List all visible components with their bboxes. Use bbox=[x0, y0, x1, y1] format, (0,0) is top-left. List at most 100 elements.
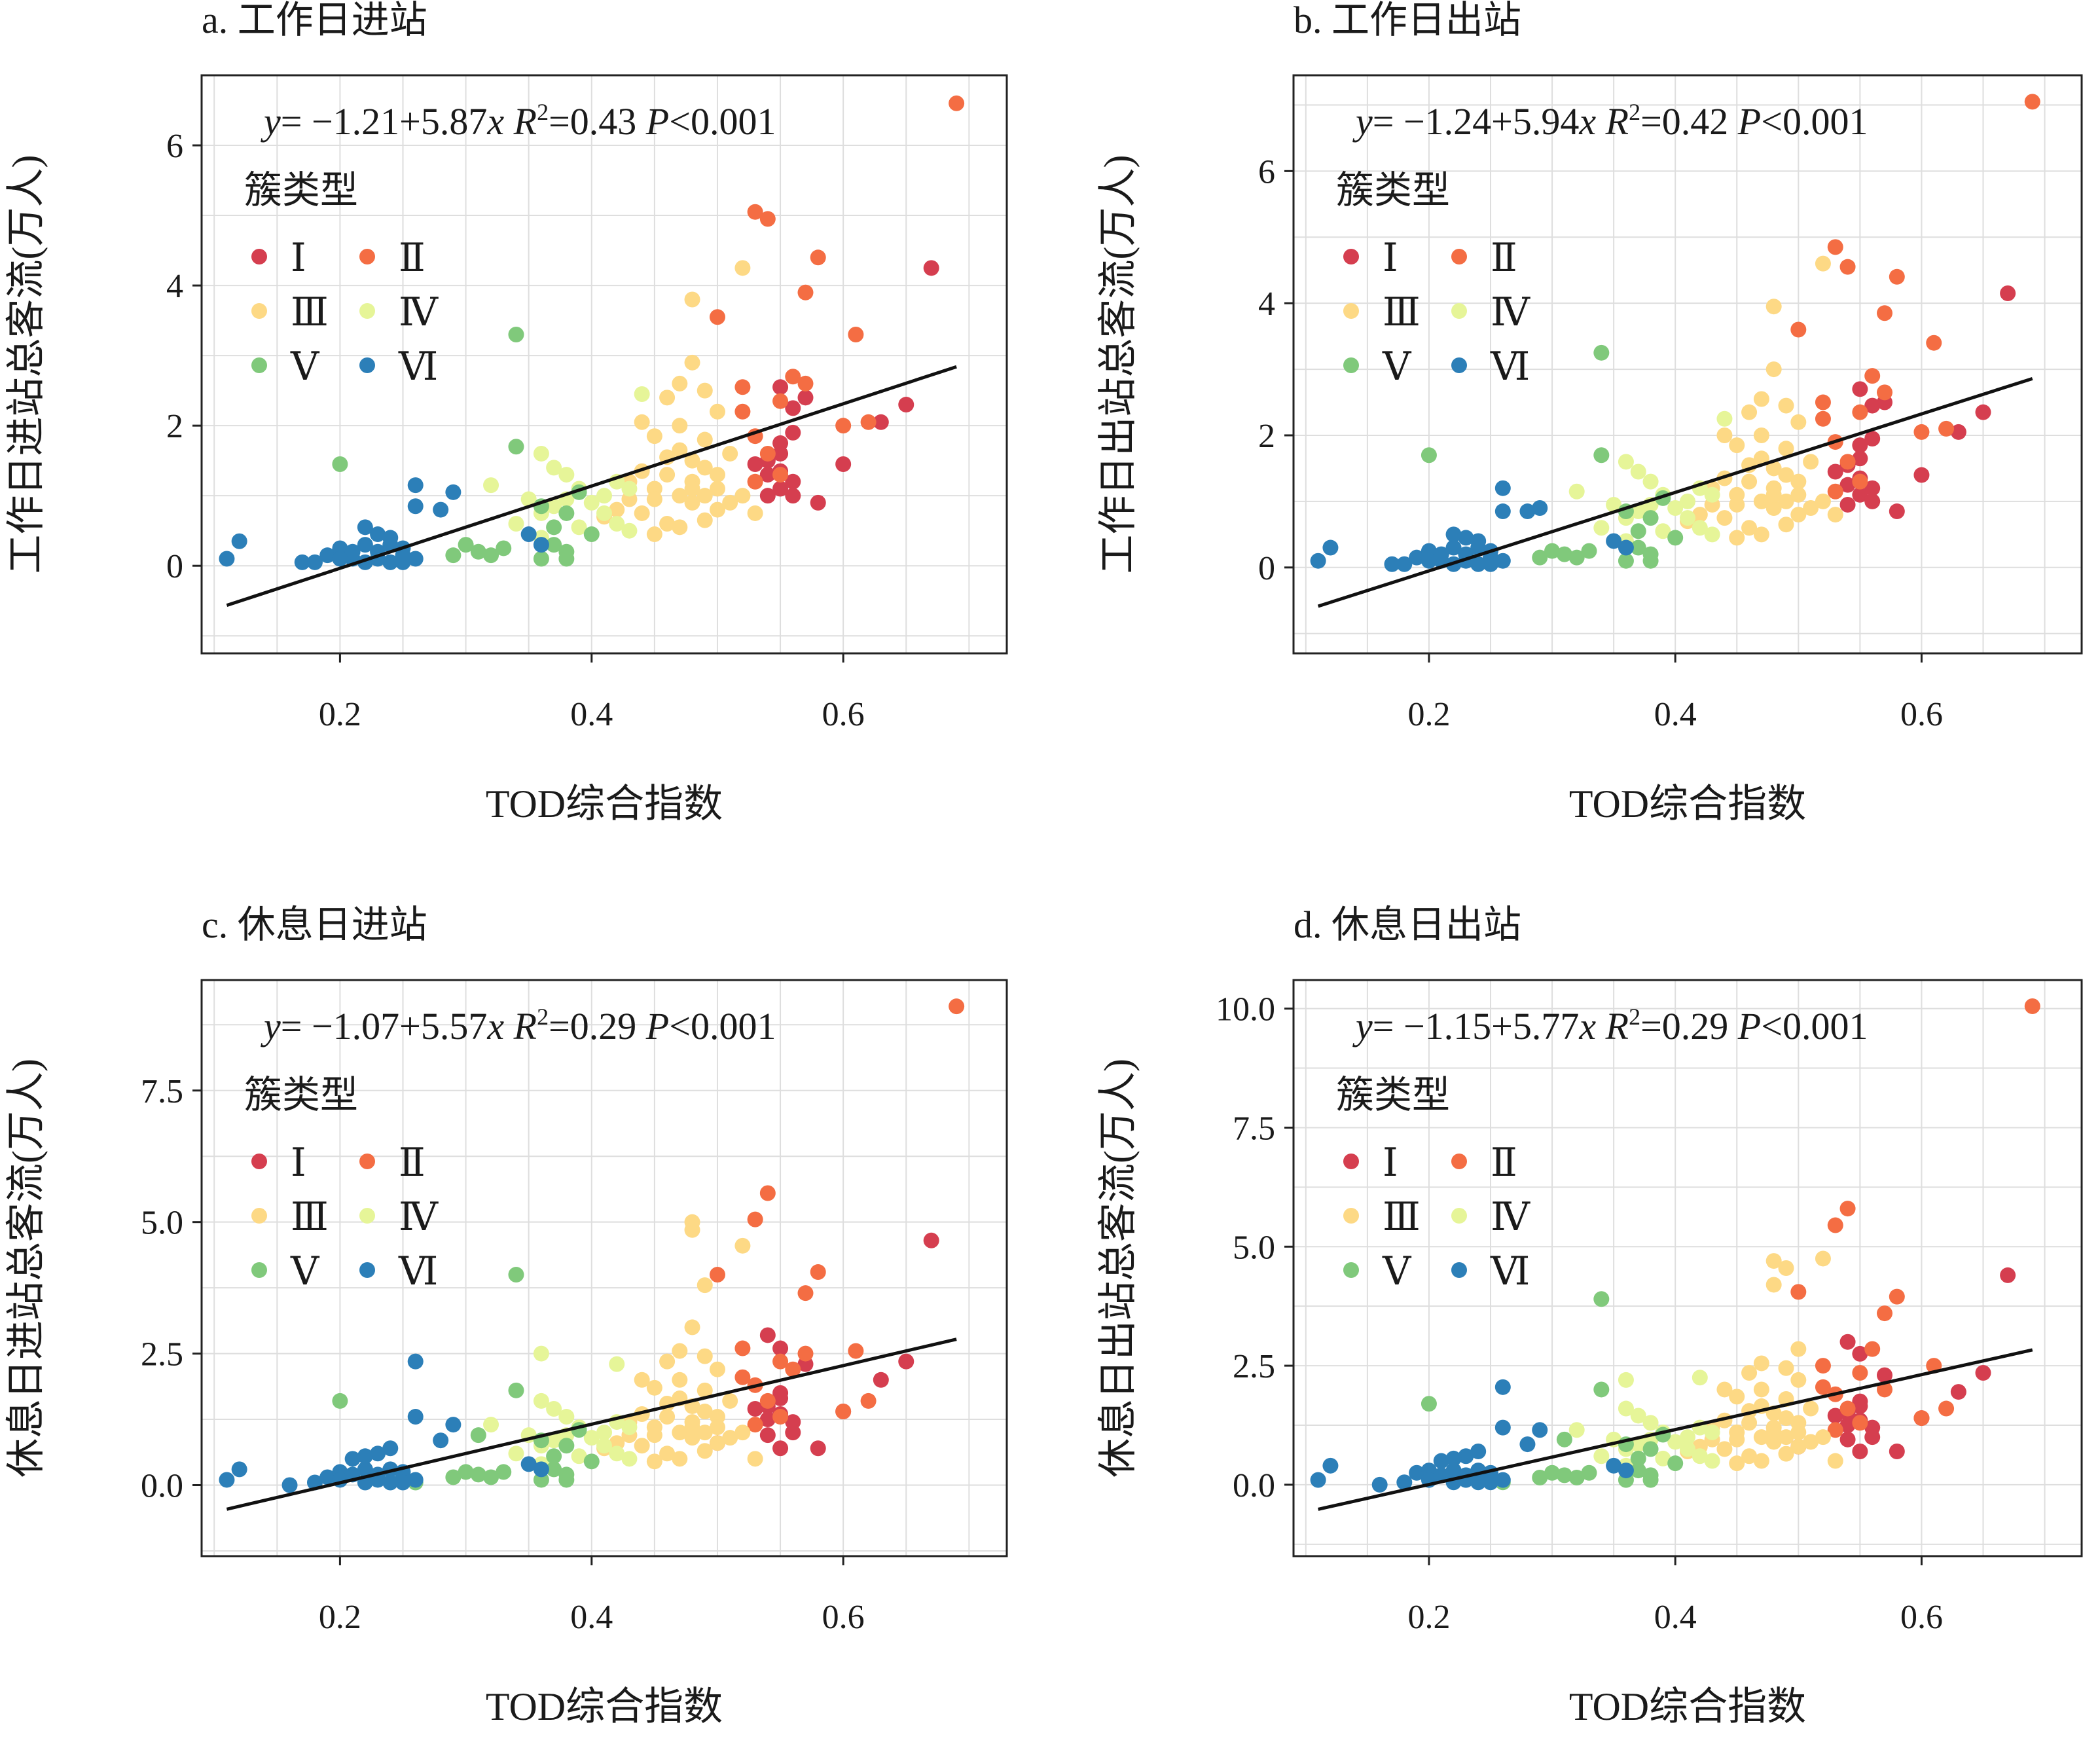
point-cluster-3 bbox=[697, 488, 713, 504]
point-cluster-1 bbox=[810, 494, 826, 511]
point-cluster-4 bbox=[1704, 1424, 1720, 1440]
point-cluster-6 bbox=[395, 1474, 411, 1491]
point-cluster-1 bbox=[1950, 424, 1966, 440]
point-cluster-3 bbox=[697, 1348, 713, 1364]
point-cluster-3 bbox=[1790, 1424, 1807, 1440]
point-cluster-1 bbox=[772, 481, 789, 497]
point-cluster-6 bbox=[395, 554, 411, 570]
point-cluster-3 bbox=[659, 1409, 676, 1425]
legend-item: Ⅱ bbox=[1451, 236, 1517, 280]
point-cluster-6 bbox=[445, 484, 462, 500]
point-cluster-3 bbox=[1778, 467, 1794, 483]
point-cluster-4 bbox=[558, 467, 575, 483]
point-cluster-3 bbox=[659, 515, 676, 532]
regression-equation: y= −1.07+5.57x R2=0.29 P<0.001 bbox=[261, 1004, 776, 1047]
eq-space bbox=[504, 1005, 514, 1047]
point-cluster-2 bbox=[949, 998, 965, 1015]
point-cluster-3 bbox=[634, 505, 650, 521]
point-cluster-4 bbox=[1568, 483, 1585, 500]
point-cluster-3 bbox=[709, 403, 725, 420]
eq-p-value: <0.001 bbox=[1761, 100, 1868, 143]
point-cluster-3 bbox=[672, 375, 688, 391]
point-cluster-6 bbox=[1458, 530, 1474, 546]
point-cluster-3 bbox=[1778, 1360, 1794, 1376]
point-cluster-5 bbox=[483, 547, 499, 564]
point-cluster-2 bbox=[734, 403, 751, 420]
point-cluster-6 bbox=[1532, 1422, 1548, 1438]
point-cluster-2 bbox=[1877, 384, 1892, 401]
point-cluster-3 bbox=[1803, 1400, 1819, 1417]
point-cluster-5 bbox=[1593, 447, 1610, 464]
legend-item: Ⅵ bbox=[359, 1250, 438, 1293]
point-cluster-5 bbox=[508, 439, 524, 455]
point-cluster-3 bbox=[734, 260, 751, 276]
point-cluster-5 bbox=[558, 505, 575, 521]
point-cluster-6 bbox=[344, 1451, 361, 1467]
point-cluster-5 bbox=[546, 1461, 562, 1478]
legend-marker bbox=[251, 249, 267, 264]
legend-item: Ⅵ bbox=[1451, 1250, 1530, 1293]
legend-item: Ⅰ bbox=[1343, 1141, 1398, 1184]
regression-equation: y= −1.15+5.77x R2=0.29 P<0.001 bbox=[1352, 1004, 1868, 1047]
point-cluster-6 bbox=[1445, 1463, 1462, 1479]
point-cluster-2 bbox=[785, 369, 801, 385]
point-cluster-5 bbox=[470, 543, 486, 560]
point-cluster-3 bbox=[1815, 1250, 1831, 1267]
point-cluster-2 bbox=[1852, 1365, 1868, 1381]
point-cluster-4 bbox=[533, 1392, 549, 1409]
point-cluster-5 bbox=[1581, 543, 1597, 559]
point-cluster-3 bbox=[722, 494, 738, 511]
eq-body: = −1.21+5.87 bbox=[281, 100, 488, 143]
point-cluster-3 bbox=[1729, 1389, 1745, 1405]
point-cluster-3 bbox=[646, 1379, 662, 1396]
eq-y: y bbox=[261, 1005, 281, 1047]
legend-item: Ⅵ bbox=[359, 345, 438, 388]
point-cluster-3 bbox=[1827, 507, 1843, 523]
point-cluster-3 bbox=[734, 488, 751, 504]
point-cluster-3 bbox=[1765, 1424, 1782, 1440]
eq-r: R bbox=[513, 1005, 537, 1047]
point-cluster-3 bbox=[659, 1353, 676, 1370]
point-cluster-2 bbox=[860, 1392, 877, 1409]
point-cluster-6 bbox=[445, 1417, 462, 1433]
point-cluster-5 bbox=[558, 1472, 575, 1488]
point-cluster-3 bbox=[1778, 493, 1794, 509]
point-cluster-2 bbox=[1877, 305, 1892, 321]
point-cluster-3 bbox=[1729, 496, 1745, 513]
point-cluster-4 bbox=[1630, 1408, 1646, 1424]
panel-title: c. 休息日进站 bbox=[202, 903, 427, 946]
panel-title: b. 工作日出站 bbox=[1294, 0, 1521, 41]
point-cluster-2 bbox=[1852, 1415, 1868, 1431]
point-cluster-1 bbox=[1864, 397, 1881, 414]
point-cluster-1 bbox=[785, 473, 801, 490]
point-cluster-4 bbox=[1618, 1400, 1634, 1417]
legend-title: 簇类型 bbox=[1336, 1074, 1450, 1116]
point-cluster-2 bbox=[747, 473, 763, 490]
point-cluster-1 bbox=[759, 1411, 776, 1428]
point-cluster-1 bbox=[923, 1232, 939, 1248]
legend-label: Ⅵ bbox=[1490, 1250, 1530, 1293]
point-cluster-6 bbox=[1494, 480, 1511, 496]
point-cluster-5 bbox=[1630, 523, 1646, 539]
legend-marker bbox=[1343, 1208, 1359, 1224]
point-cluster-3 bbox=[1778, 1260, 1794, 1276]
point-cluster-2 bbox=[1877, 1305, 1892, 1322]
legend-marker bbox=[251, 1262, 267, 1278]
point-cluster-6 bbox=[1606, 533, 1622, 549]
point-cluster-6 bbox=[433, 1432, 449, 1449]
point-cluster-4 bbox=[621, 1419, 638, 1436]
point-cluster-4 bbox=[1680, 1429, 1695, 1446]
point-cluster-2 bbox=[734, 379, 751, 395]
point-cluster-3 bbox=[646, 1453, 662, 1470]
point-cluster-5 bbox=[1667, 530, 1684, 546]
point-cluster-1 bbox=[747, 1400, 763, 1417]
legend-item: Ⅰ bbox=[251, 236, 306, 280]
point-cluster-6 bbox=[1470, 539, 1487, 556]
eq-r: R bbox=[1605, 100, 1629, 143]
legend-label: Ⅰ bbox=[291, 236, 306, 280]
point-cluster-1 bbox=[1827, 1408, 1843, 1424]
point-cluster-4 bbox=[609, 515, 625, 532]
point-cluster-6 bbox=[357, 1448, 373, 1464]
legend-item: Ⅴ bbox=[251, 345, 320, 388]
